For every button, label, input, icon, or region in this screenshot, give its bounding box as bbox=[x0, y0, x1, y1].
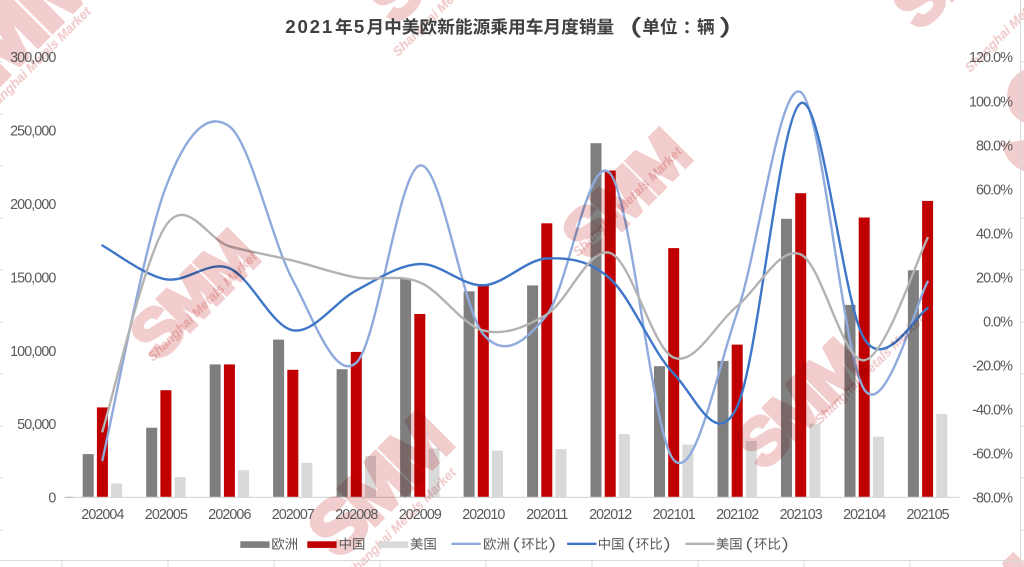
svg-text:40.0%: 40.0% bbox=[976, 226, 1013, 242]
svg-text:120.0%: 120.0% bbox=[969, 50, 1013, 66]
svg-text:-40.0%: -40.0% bbox=[972, 403, 1013, 419]
svg-text:-80.0%: -80.0% bbox=[972, 491, 1013, 507]
svg-text:202009: 202009 bbox=[399, 507, 442, 523]
svg-text:-20.0%: -20.0% bbox=[972, 359, 1013, 375]
svg-text:202102: 202102 bbox=[716, 507, 759, 523]
svg-text:80.0%: 80.0% bbox=[976, 138, 1013, 154]
svg-text:0.0%: 0.0% bbox=[983, 315, 1013, 331]
svg-text:5: 5 bbox=[354, 16, 366, 37]
svg-text:-60.0%: -60.0% bbox=[972, 447, 1013, 463]
svg-text:0: 0 bbox=[48, 491, 56, 507]
svg-text:200,000: 200,000 bbox=[10, 197, 56, 213]
svg-text:202007: 202007 bbox=[272, 507, 315, 523]
svg-text:202104: 202104 bbox=[843, 507, 886, 523]
svg-text:60.0%: 60.0% bbox=[976, 182, 1013, 198]
svg-text:202012: 202012 bbox=[589, 507, 632, 523]
svg-text:150,000: 150,000 bbox=[10, 270, 56, 286]
svg-text:100.0%: 100.0% bbox=[969, 94, 1013, 110]
svg-text:50,000: 50,000 bbox=[17, 417, 56, 433]
svg-text:202101: 202101 bbox=[653, 507, 696, 523]
svg-text:100,000: 100,000 bbox=[10, 344, 56, 360]
svg-text:2021: 2021 bbox=[285, 16, 334, 37]
svg-text:202006: 202006 bbox=[208, 507, 251, 523]
svg-text:202005: 202005 bbox=[145, 507, 188, 523]
svg-text:202011: 202011 bbox=[526, 507, 568, 523]
svg-text:202004: 202004 bbox=[81, 507, 124, 523]
svg-text:20.0%: 20.0% bbox=[976, 270, 1013, 286]
svg-text:202103: 202103 bbox=[780, 507, 823, 523]
svg-text:250,000: 250,000 bbox=[10, 124, 56, 140]
svg-text:202010: 202010 bbox=[462, 507, 505, 523]
svg-text:202105: 202105 bbox=[907, 507, 950, 523]
svg-text:202008: 202008 bbox=[335, 507, 378, 523]
svg-text:300,000: 300,000 bbox=[10, 50, 56, 66]
